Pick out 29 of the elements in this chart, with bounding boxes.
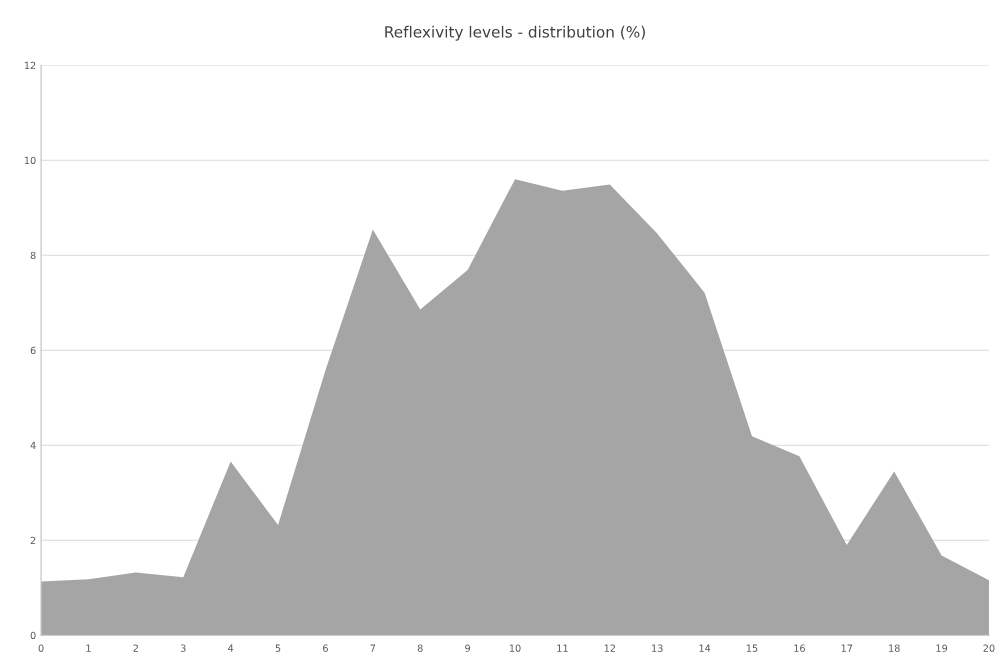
x-tick-label: 2 — [133, 644, 138, 652]
y-tick-label: 2 — [30, 536, 36, 544]
x-tick-label: 7 — [370, 644, 376, 652]
x-tick-label: 5 — [275, 644, 281, 652]
x-tick-label: 3 — [180, 644, 186, 652]
x-tick-label: 15 — [746, 644, 758, 652]
x-tick-label: 8 — [417, 644, 423, 652]
x-tick-label: 4 — [228, 644, 234, 652]
y-tick-label: 12 — [24, 61, 36, 69]
x-tick-label: 16 — [794, 644, 805, 652]
y-tick-label: 8 — [30, 251, 36, 260]
x-tick-label: 13 — [652, 644, 663, 652]
y-tick-label: 0 — [30, 631, 36, 640]
x-tick-label: 9 — [465, 644, 471, 652]
x-tick-label: 17 — [841, 644, 853, 652]
x-tick-label: 20 — [983, 644, 995, 652]
x-tick-label: 11 — [557, 644, 568, 652]
y-tick-label: 6 — [30, 346, 36, 355]
x-tick-label: 1 — [86, 644, 91, 652]
x-tick-label: 12 — [604, 644, 616, 652]
x-tick-label: 0 — [38, 644, 44, 652]
chart-title: Reflexivity levels - distribution (%) — [385, 25, 645, 41]
x-tick-label: 14 — [699, 644, 711, 652]
x-tick-label: 10 — [509, 644, 521, 652]
x-tick-label: 19 — [936, 644, 948, 652]
y-tick-label: 4 — [30, 441, 36, 449]
y-tick-label: 10 — [24, 156, 36, 165]
x-tick-label: 6 — [323, 644, 328, 652]
x-tick-label: 18 — [889, 644, 900, 652]
